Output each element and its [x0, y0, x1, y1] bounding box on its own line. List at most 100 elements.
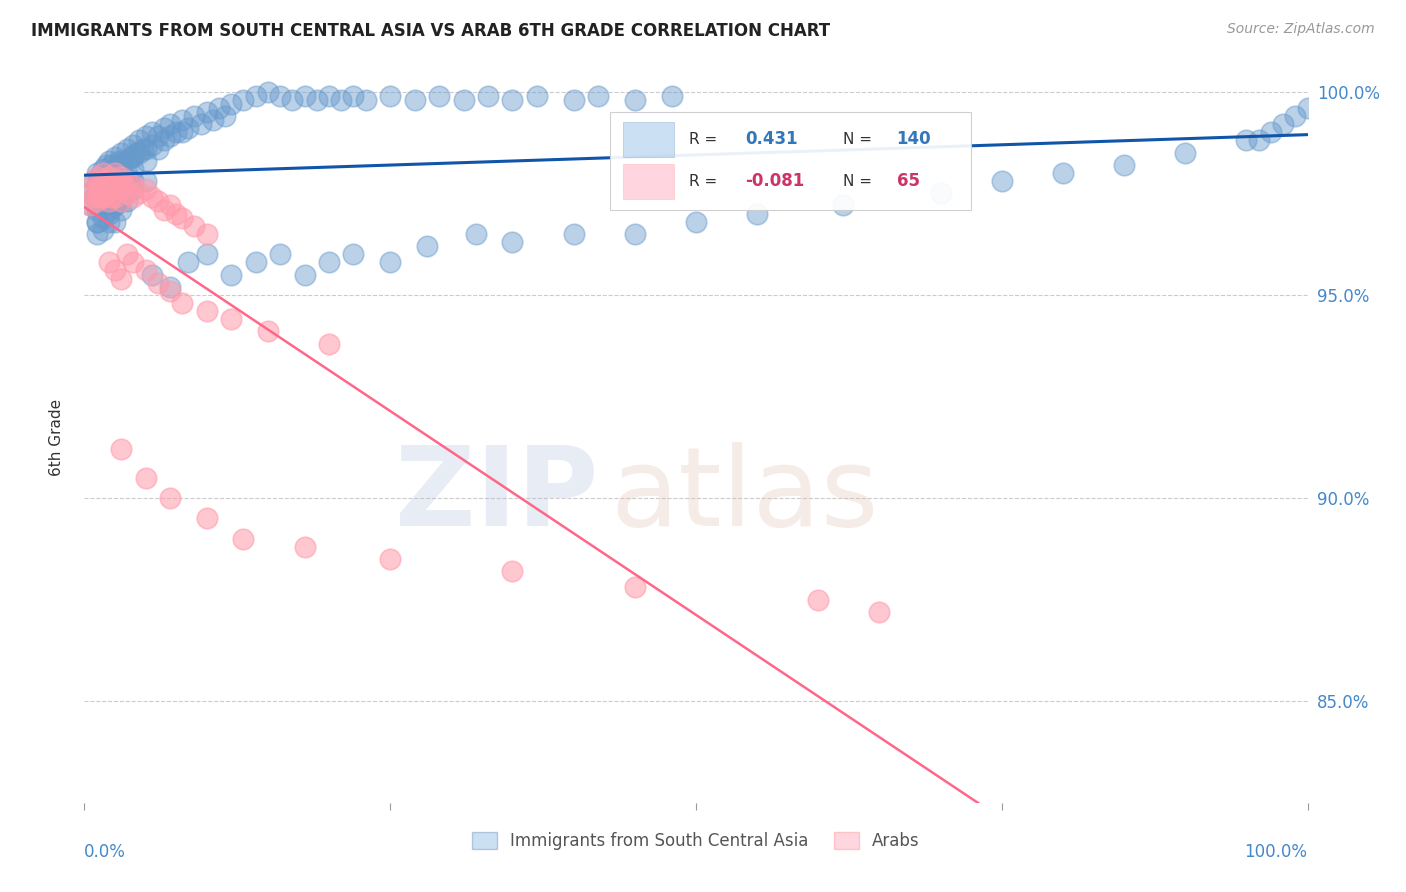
Point [502, 564, 524, 578]
Point [122, 174, 145, 188]
Point [91, 178, 114, 193]
Point [104, 174, 127, 188]
Point [318, 336, 340, 351]
Point [91, 186, 114, 201]
Text: 0.431: 0.431 [745, 130, 797, 148]
Point [104, 198, 127, 212]
Point [869, 605, 891, 619]
Point [86, 215, 108, 229]
Point [153, 202, 176, 217]
Point [107, 174, 129, 188]
Point [464, 227, 486, 241]
Point [1284, 109, 1306, 123]
Point [96, 182, 118, 196]
Point [128, 186, 150, 201]
Point [91, 211, 114, 225]
Point [586, 88, 609, 103]
Text: -0.081: -0.081 [745, 172, 804, 190]
Point [112, 153, 135, 168]
Point [183, 219, 205, 233]
Point [159, 117, 181, 131]
Point [380, 255, 402, 269]
Point [159, 279, 181, 293]
Point [122, 150, 145, 164]
Text: R =: R = [689, 132, 717, 147]
Point [195, 227, 218, 241]
Point [97, 202, 120, 217]
Point [87, 194, 110, 209]
Point [219, 96, 242, 111]
Legend: Immigrants from South Central Asia, Arabs: Immigrants from South Central Asia, Arab… [465, 825, 927, 856]
Point [1114, 158, 1136, 172]
Point [135, 182, 157, 196]
Point [380, 88, 402, 103]
Point [146, 276, 169, 290]
Point [110, 202, 132, 217]
Point [91, 161, 114, 176]
Point [79, 198, 101, 212]
Point [110, 194, 132, 209]
Point [135, 153, 157, 168]
Point [318, 88, 340, 103]
FancyBboxPatch shape [623, 163, 673, 199]
Point [427, 88, 450, 103]
Point [110, 182, 132, 196]
Point [97, 190, 120, 204]
Point [562, 227, 585, 241]
Point [1260, 125, 1282, 139]
Point [172, 296, 194, 310]
Text: 100.0%: 100.0% [1244, 843, 1308, 861]
Point [146, 129, 169, 144]
Point [318, 255, 340, 269]
Point [110, 169, 132, 184]
Point [294, 540, 316, 554]
Point [115, 153, 138, 168]
Point [165, 125, 187, 139]
Point [125, 145, 148, 160]
Point [104, 178, 127, 193]
Point [245, 255, 267, 269]
Point [87, 182, 110, 196]
Point [91, 166, 114, 180]
Point [661, 88, 683, 103]
Point [97, 255, 120, 269]
Point [342, 88, 364, 103]
Point [97, 169, 120, 184]
Point [294, 88, 316, 103]
Point [104, 190, 127, 204]
Point [79, 198, 101, 212]
Point [177, 121, 200, 136]
Point [141, 268, 163, 282]
Point [159, 491, 181, 505]
Point [257, 85, 280, 99]
Point [110, 442, 132, 457]
Point [747, 206, 769, 220]
Point [122, 178, 145, 193]
Point [269, 88, 291, 103]
Point [172, 113, 194, 128]
Point [115, 186, 138, 201]
Point [110, 190, 132, 204]
Text: Source: ZipAtlas.com: Source: ZipAtlas.com [1227, 22, 1375, 37]
Point [172, 125, 194, 139]
Point [1272, 117, 1295, 131]
Point [1174, 145, 1197, 160]
Text: N =: N = [842, 174, 872, 188]
Point [110, 271, 132, 285]
Point [122, 255, 145, 269]
Text: 65: 65 [897, 172, 920, 190]
Point [104, 198, 127, 212]
Point [97, 194, 120, 209]
Point [195, 304, 218, 318]
Text: IMMIGRANTS FROM SOUTH CENTRAL ASIA VS ARAB 6TH GRADE CORRELATION CHART: IMMIGRANTS FROM SOUTH CENTRAL ASIA VS AR… [31, 22, 830, 40]
Point [96, 186, 118, 201]
Point [562, 93, 585, 107]
Text: 0.0%: 0.0% [84, 843, 127, 861]
Point [135, 471, 157, 485]
Point [86, 202, 108, 217]
Point [86, 178, 108, 193]
Point [100, 169, 122, 184]
Text: N =: N = [842, 132, 872, 147]
Point [135, 174, 157, 188]
Point [122, 137, 145, 152]
